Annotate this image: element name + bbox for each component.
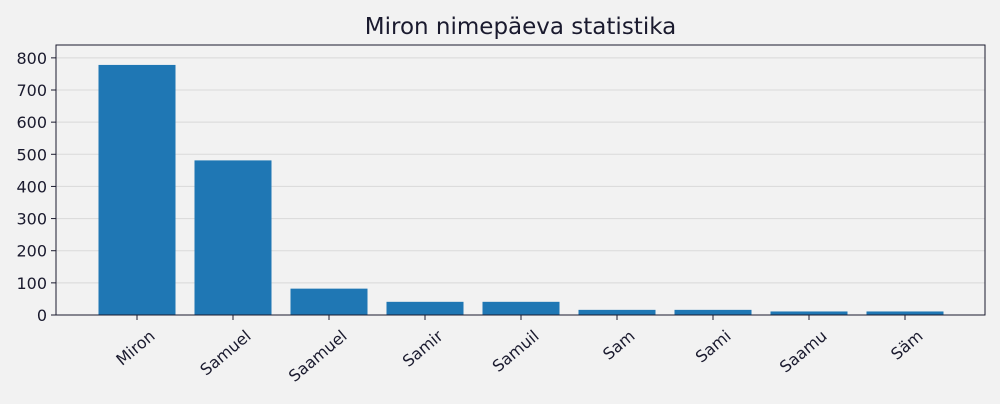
plot-frame [55, 44, 986, 316]
bar-saamu [770, 311, 848, 315]
bar-samir [386, 301, 464, 315]
y-tick-label: 600 [16, 113, 47, 132]
bar-samuel [194, 160, 272, 315]
y-tick-label: 400 [16, 177, 47, 196]
x-tick-label: Samuel [196, 326, 254, 379]
y-tick-label: 0 [37, 306, 47, 325]
y-tick-label: 200 [16, 242, 47, 261]
x-tick-label: Miron [112, 326, 158, 369]
y-tick-label: 800 [16, 49, 47, 68]
x-tick-label: Samuil [489, 326, 543, 376]
bar-samuil [482, 301, 560, 315]
x-tick-label: Sami [692, 326, 735, 366]
bar-sami [674, 309, 752, 315]
bars [98, 64, 944, 315]
x-tick-label: Saamuel [285, 326, 351, 385]
bar-miron [98, 64, 176, 315]
y-tick-label: 100 [16, 274, 47, 293]
bar-sam [578, 309, 656, 315]
y-tick-label: 500 [16, 145, 47, 164]
y-axis-ticks: 0 100 200 300 400 500 600 700 800 [16, 49, 56, 325]
x-tick-label: Säm [887, 326, 926, 363]
y-tick-label: 700 [16, 81, 47, 100]
x-axis-ticks: Miron Samuel Saamuel Samir Samuil Sam Sami Saam… [112, 315, 927, 386]
x-tick-label: Saamu [776, 326, 831, 376]
chart-title: Miron nimepäeva statistika [365, 14, 676, 40]
y-tick-label: 300 [16, 210, 47, 229]
bar-saamuel [290, 288, 368, 315]
x-tick-label: Sam [599, 326, 638, 363]
x-tick-label: Samir [399, 326, 447, 371]
bar-säm [866, 311, 944, 315]
